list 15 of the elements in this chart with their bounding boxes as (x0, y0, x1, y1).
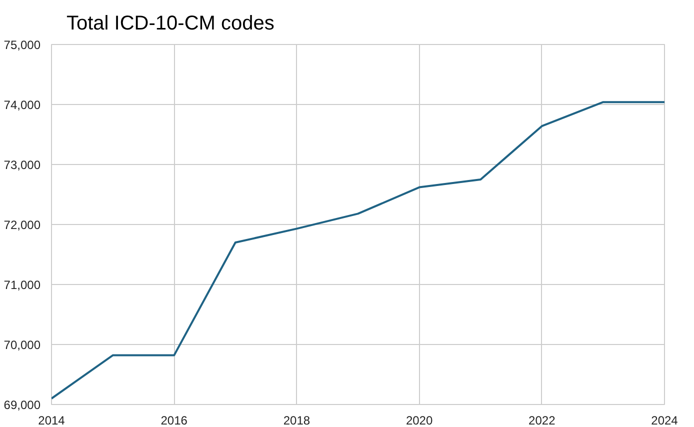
x-tick-label: 2014 (38, 414, 66, 427)
y-tick-label: 74,000 (4, 98, 41, 112)
y-tick-label: 73,000 (4, 158, 41, 172)
y-tick-label: 75,000 (4, 38, 41, 52)
x-tick-label: 2020 (406, 414, 433, 427)
x-tick-label: 2024 (651, 414, 678, 427)
y-tick-label: 71,000 (4, 278, 41, 292)
y-tick-label: 69,000 (4, 398, 41, 412)
line-series (52, 101, 664, 400)
x-tick-label: 2016 (160, 414, 188, 427)
x-tick-label: 2018 (283, 414, 310, 427)
chart-title: Total ICD-10-CM codes (66, 12, 274, 34)
x-tick-label: 2022 (528, 414, 556, 427)
y-tick-label: 70,000 (4, 338, 41, 352)
y-tick-label: 72,000 (4, 218, 41, 232)
